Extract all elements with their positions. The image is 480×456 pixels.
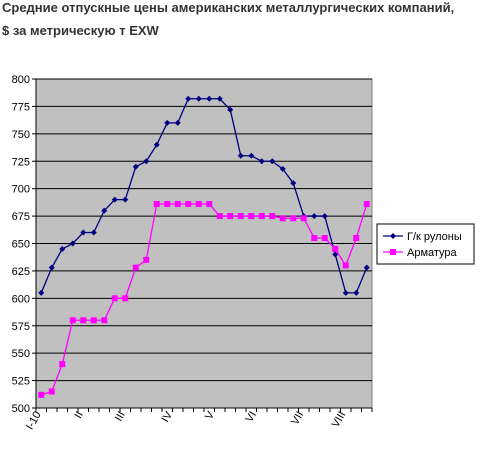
data-point bbox=[269, 213, 276, 220]
data-point bbox=[195, 95, 202, 102]
y-tick-label: 750 bbox=[12, 129, 30, 141]
data-point bbox=[174, 119, 181, 126]
data-point bbox=[332, 251, 339, 258]
legend-box bbox=[376, 223, 475, 265]
data-point bbox=[59, 245, 66, 252]
data-point bbox=[363, 201, 370, 208]
data-point bbox=[185, 95, 192, 102]
data-point bbox=[258, 158, 265, 165]
data-point bbox=[290, 180, 297, 187]
y-tick-label: 575 bbox=[12, 321, 30, 333]
x-tick-label: VI bbox=[244, 410, 260, 425]
data-point bbox=[38, 289, 45, 296]
data-point bbox=[311, 213, 318, 220]
y-tick-label: 800 bbox=[12, 74, 30, 86]
data-point bbox=[248, 213, 255, 220]
data-point bbox=[237, 213, 244, 220]
data-point bbox=[122, 196, 129, 203]
data-point bbox=[48, 388, 55, 395]
data-point bbox=[90, 229, 97, 236]
data-point bbox=[300, 215, 307, 222]
y-tick-label: 525 bbox=[12, 376, 30, 388]
data-point bbox=[195, 201, 202, 208]
y-tick-label: 675 bbox=[12, 211, 30, 223]
data-point bbox=[206, 201, 213, 208]
x-tick-label: V bbox=[203, 409, 217, 422]
y-tick-label: 775 bbox=[12, 101, 30, 113]
data-point bbox=[227, 213, 234, 220]
data-point bbox=[38, 391, 45, 398]
x-tick-label: VIII bbox=[330, 410, 349, 430]
legend-label: Арматура bbox=[407, 247, 458, 259]
data-point bbox=[111, 295, 118, 302]
data-point bbox=[48, 264, 55, 271]
data-point bbox=[237, 152, 244, 159]
data-point bbox=[206, 95, 213, 102]
y-tick-label: 625 bbox=[12, 266, 30, 278]
legend-marker bbox=[390, 249, 396, 255]
data-point bbox=[80, 317, 87, 324]
data-point bbox=[185, 201, 192, 208]
data-point bbox=[69, 240, 76, 247]
legend-label: Г/к рулоны bbox=[407, 231, 462, 243]
data-point bbox=[248, 152, 255, 159]
data-point bbox=[164, 119, 171, 126]
data-point bbox=[342, 262, 349, 269]
data-point bbox=[90, 317, 97, 324]
data-point bbox=[321, 213, 328, 220]
data-point bbox=[311, 235, 318, 242]
y-tick-label: 600 bbox=[12, 293, 30, 305]
y-tick-label: 550 bbox=[12, 348, 30, 360]
data-point bbox=[101, 207, 108, 214]
y-tick-label: 500 bbox=[12, 403, 30, 415]
data-point bbox=[342, 289, 349, 296]
y-tick-label: 650 bbox=[12, 239, 30, 251]
data-point bbox=[174, 201, 181, 208]
data-point bbox=[122, 295, 129, 302]
data-point bbox=[59, 361, 66, 368]
data-point bbox=[321, 235, 328, 242]
data-point bbox=[132, 264, 139, 271]
legend-marker bbox=[390, 233, 396, 239]
data-point bbox=[227, 106, 234, 113]
data-point bbox=[80, 229, 87, 236]
data-point bbox=[143, 158, 150, 165]
data-point bbox=[69, 317, 76, 324]
data-point bbox=[353, 235, 360, 242]
data-point bbox=[153, 201, 160, 208]
data-point bbox=[269, 158, 276, 165]
data-point bbox=[216, 213, 223, 220]
x-tick-label: III bbox=[113, 410, 128, 424]
data-point bbox=[353, 289, 360, 296]
x-tick-label: VII bbox=[289, 410, 306, 428]
data-point bbox=[279, 165, 286, 172]
data-point bbox=[111, 196, 118, 203]
chart-title-line-2: $ за метрическую т EXW bbox=[2, 23, 159, 38]
data-point bbox=[164, 201, 171, 208]
data-point bbox=[143, 256, 150, 263]
data-point bbox=[153, 141, 160, 148]
data-point bbox=[332, 245, 339, 252]
x-tick-label: II bbox=[72, 410, 85, 421]
data-point bbox=[216, 95, 223, 102]
data-point bbox=[258, 213, 265, 220]
chart-title-line-1: Средние отпускные цены американских мета… bbox=[2, 0, 455, 15]
data-point bbox=[132, 163, 139, 170]
y-tick-label: 700 bbox=[12, 184, 30, 196]
data-point bbox=[101, 317, 108, 324]
data-point bbox=[290, 215, 297, 222]
data-point bbox=[279, 215, 286, 222]
y-tick-label: 725 bbox=[12, 156, 30, 168]
data-point bbox=[363, 264, 370, 271]
